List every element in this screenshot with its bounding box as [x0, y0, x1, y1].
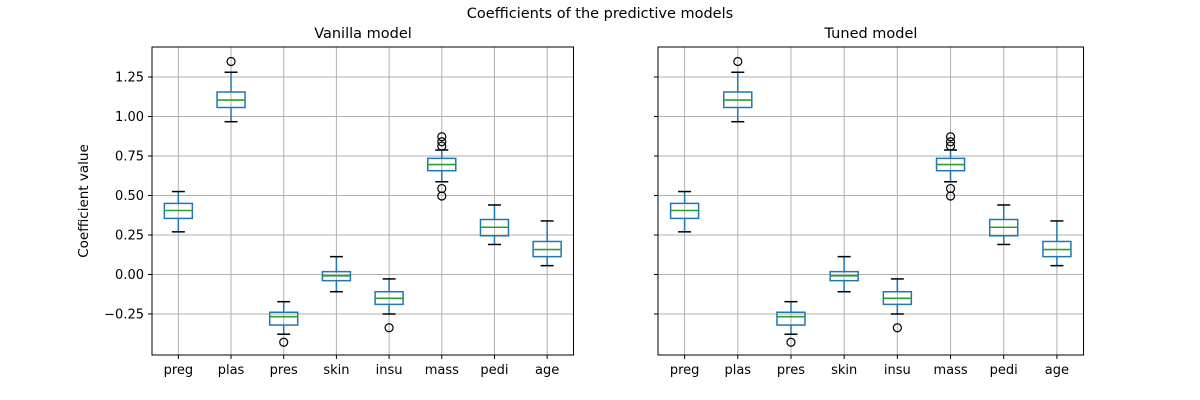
flier-mass	[437, 132, 447, 142]
y-tick-label: 1.25	[115, 71, 144, 86]
axes-frame-0	[151, 46, 574, 356]
x-tick-label-pedi: pedi	[480, 363, 508, 378]
x-tick-label-pres: pres	[270, 363, 298, 378]
y-tick-label: −0.25	[104, 308, 144, 323]
x-tick-label-preg: preg	[164, 363, 194, 378]
flier-plas	[226, 56, 236, 67]
x-tick-label-skin: skin	[323, 363, 349, 378]
x-tick-label-age: age	[1045, 363, 1069, 378]
flier-pres	[786, 337, 796, 347]
x-tick-label-plas: plas	[218, 363, 245, 378]
x-tick-label-insu: insu	[376, 363, 403, 378]
vanilla-model-title: Vanilla model	[314, 26, 412, 42]
flier-mass	[437, 191, 447, 201]
flier-mass	[945, 132, 956, 142]
y-tick-label: 0.75	[115, 150, 144, 165]
box-pres	[268, 311, 299, 326]
flier-mass	[945, 137, 956, 147]
x-tick-label-preg: preg	[670, 363, 700, 378]
x-tick-label-age: age	[535, 363, 559, 378]
box-pres	[776, 311, 806, 326]
x-tick-label-insu: insu	[884, 363, 911, 378]
flier-mass	[945, 141, 956, 151]
tuned-model-title: Tuned model	[824, 26, 918, 42]
x-tick-label-mass: mass	[425, 363, 459, 378]
x-tick-label-skin: skin	[831, 363, 857, 378]
figure-title: Coefficients of the predictive models	[466, 6, 734, 22]
flier-plas	[733, 56, 743, 67]
y-tick-label: 0.00	[115, 268, 144, 283]
flier-pres	[279, 337, 289, 347]
flier-insu	[384, 323, 394, 333]
flier-insu	[892, 323, 902, 333]
y-tick-label: 0.25	[115, 229, 144, 244]
y-tick-label: 0.50	[115, 189, 144, 204]
x-tick-label-plas: plas	[724, 363, 751, 378]
flier-mass	[945, 191, 956, 201]
y-tick-label: 1.00	[115, 110, 144, 125]
flier-mass	[437, 137, 447, 147]
axes-frame-1	[657, 46, 1084, 356]
x-tick-label-pedi: pedi	[990, 363, 1018, 378]
x-tick-label-pres: pres	[777, 363, 805, 378]
x-tick-label-mass: mass	[933, 363, 967, 378]
flier-mass	[437, 141, 447, 151]
